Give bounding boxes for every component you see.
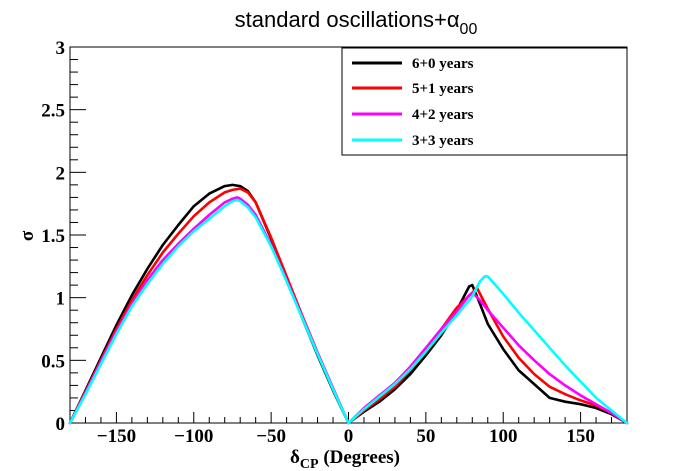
legend-box — [341, 47, 628, 156]
legend: 6+0 years 5+1 years 4+2 years 3+3 years — [341, 47, 628, 156]
y-tick-label: 1 — [56, 289, 66, 310]
y-tick-label: 0 — [56, 414, 66, 435]
y-axis-label: σ — [17, 230, 38, 241]
y-tick-label: 0.5 — [41, 351, 65, 372]
x-tick-label: 150 — [566, 426, 595, 447]
legend-label-6-0: 6+0 years — [412, 56, 474, 72]
y-tick-label: 2.5 — [41, 101, 65, 122]
x-tick-label: 0 — [344, 426, 354, 447]
x-axis-label: δCP (Degrees) — [290, 447, 400, 471]
x-tick-label: −50 — [256, 426, 286, 447]
y-tick-label: 2 — [56, 163, 66, 184]
x-tick-label: −100 — [174, 426, 213, 447]
y-tick-labels: 0 0.5 1 1.5 2 2.5 3 — [41, 38, 65, 435]
legend-label-5-1: 5+1 years — [412, 81, 474, 97]
legend-label-4-2: 4+2 years — [412, 107, 474, 123]
series-line-5-1-years — [68, 187, 629, 425]
legend-label-3-3: 3+3 years — [412, 133, 474, 149]
series-line-3-3-years — [68, 198, 629, 425]
series-layer — [68, 183, 629, 425]
series-line-4-2-years — [68, 196, 629, 425]
axis-ticks — [69, 46, 628, 424]
chart-title: standard oscillations+α00 — [235, 7, 478, 38]
x-tick-label: −150 — [97, 426, 136, 447]
x-tick-labels: −150 −100 −50 0 50 100 150 — [97, 426, 595, 447]
y-tick-label: 1.5 — [41, 226, 65, 247]
y-tick-label: 3 — [56, 38, 66, 59]
x-tick-label: 50 — [416, 426, 435, 447]
x-tick-label: 100 — [489, 426, 518, 447]
series-line-6-0-years — [68, 183, 629, 425]
